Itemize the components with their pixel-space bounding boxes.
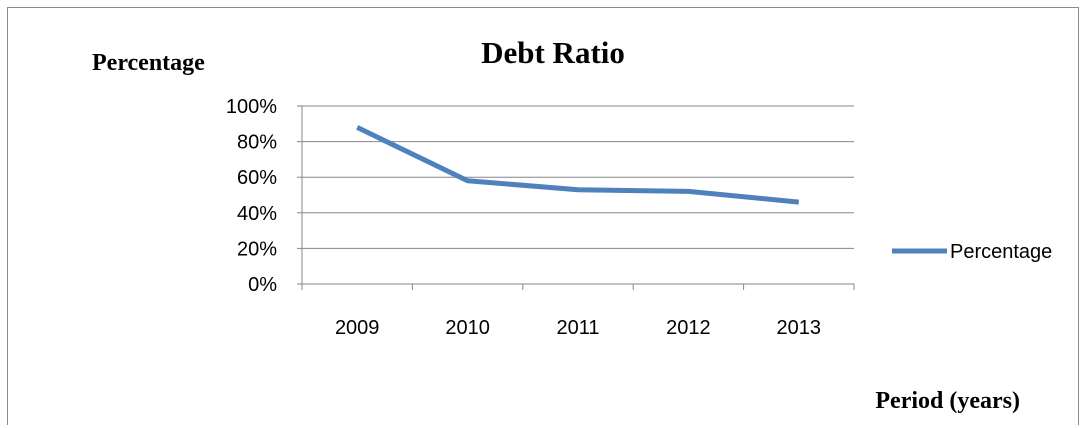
- y-axis-label: Percentage: [92, 50, 205, 76]
- x-tick-label: 2012: [666, 317, 711, 339]
- x-tick-labels: 2009 2010 2011 2012 2013: [335, 317, 821, 339]
- x-tick-label: 2010: [445, 317, 490, 339]
- y-tick-label: 60%: [237, 167, 277, 189]
- y-tick-label: 100%: [226, 96, 277, 118]
- gridlines: [302, 105, 854, 249]
- y-tick-labels: 0% 20% 40% 60% 80% 100%: [226, 96, 277, 296]
- x-tick-label: 2009: [335, 317, 380, 339]
- y-tick-label: 20%: [237, 238, 277, 260]
- x-tick-label: 2013: [777, 317, 822, 339]
- y-tick-label: 40%: [237, 203, 277, 225]
- series-lines: [356, 125, 800, 205]
- legend-label: Percentage: [950, 241, 1052, 263]
- x-tick-label: 2011: [556, 317, 599, 339]
- y-tick-label: 80%: [237, 132, 277, 154]
- legend: Percentage: [892, 241, 1052, 263]
- axes: [297, 105, 855, 290]
- x-axis-label: Period (years): [875, 388, 1020, 414]
- chart-title: Debt Ratio: [481, 35, 625, 70]
- series-line-percentage: [356, 125, 800, 205]
- y-tick-label: 0%: [248, 274, 277, 296]
- chart-frame: [7, 7, 1079, 425]
